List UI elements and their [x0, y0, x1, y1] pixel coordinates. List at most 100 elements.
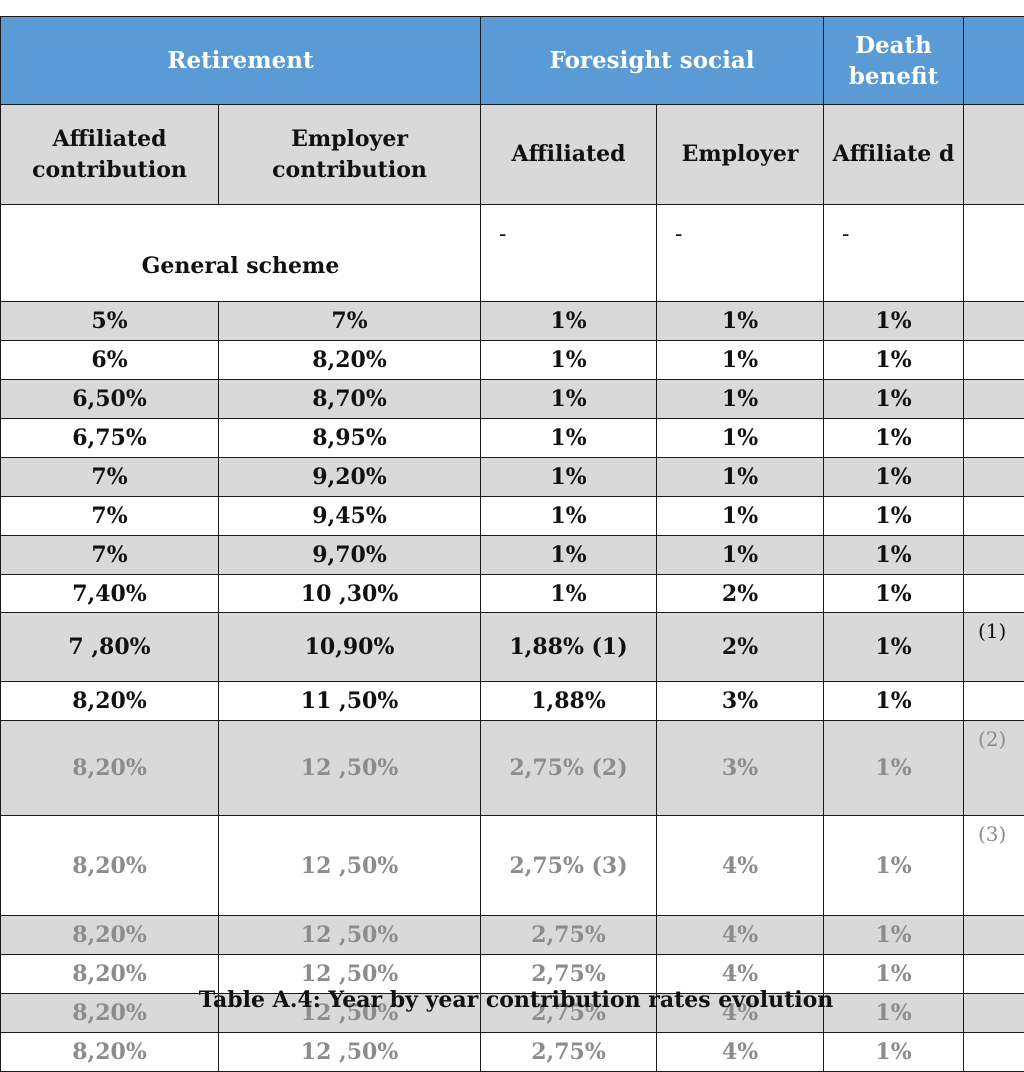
- header-group-row: Retirement Foresight social Death benefi…: [1, 17, 1024, 105]
- general-scheme-dash: -: [481, 205, 657, 302]
- table-row: 8,20%12 ,50%2,75% (3)4%1%(3): [1, 816, 1024, 916]
- table-cell: 1%: [824, 497, 964, 536]
- table-cell: 1%: [824, 682, 964, 721]
- header-retirement: Retirement: [1, 17, 481, 105]
- header-column-row: Affiliated contribution Employer contrib…: [1, 105, 1024, 205]
- general-scheme-blank: [964, 205, 1024, 302]
- table-cell: 2,75% (2): [481, 721, 657, 816]
- table-cell: 12 ,50%: [219, 816, 481, 916]
- table-row: 8,20%12 ,50%2,75%4%1%: [1, 1033, 1024, 1072]
- table-cell: 7,40%: [1, 575, 219, 613]
- table-cell: 1%: [824, 613, 964, 682]
- table-row: 8,20%12 ,50%2,75% (2)3%1%(2): [1, 721, 1024, 816]
- table-cell: 1%: [481, 575, 657, 613]
- footnote-marker: (1): [964, 613, 1024, 682]
- footnote-marker: (2): [964, 721, 1024, 816]
- table-cell: 4%: [657, 816, 824, 916]
- table-row: 7,40%10 ,30%1%2%1%: [1, 575, 1024, 613]
- table-cell: 2,75%: [481, 1033, 657, 1072]
- table-cell: 9,70%: [219, 536, 481, 575]
- table-cell: 7%: [1, 497, 219, 536]
- table-cell: 1%: [824, 341, 964, 380]
- table-cell: 4%: [657, 1033, 824, 1072]
- col-truncated: [964, 105, 1024, 205]
- table-cell: 7%: [1, 458, 219, 497]
- table-cell: 1%: [824, 302, 964, 341]
- table-cell: 1%: [481, 302, 657, 341]
- table-cell: 8,20%: [1, 916, 219, 955]
- table-row: 6,75%8,95%1%1%1%: [1, 419, 1024, 458]
- table-cell: 7%: [219, 302, 481, 341]
- table-caption: Table A.4: Year by year contribution rat…: [0, 987, 1024, 1013]
- table-cell: 1%: [824, 380, 964, 419]
- table-cell: 2,75%: [481, 916, 657, 955]
- table-cell: 1%: [657, 341, 824, 380]
- table-cell: 7 ,80%: [1, 613, 219, 682]
- table-cell: 1%: [824, 816, 964, 916]
- table-cell: 8,20%: [1, 1033, 219, 1072]
- table-cell: 2%: [657, 575, 824, 613]
- table-cell: 1%: [481, 536, 657, 575]
- table-row: 7 ,80%10,90%1,88% (1)2%1%(1): [1, 613, 1024, 682]
- table-cell: 12 ,50%: [219, 721, 481, 816]
- col-employer-contribution: Employer contribution: [219, 105, 481, 205]
- header-foresight-social: Foresight social: [481, 17, 824, 105]
- table-cell: 2%: [657, 613, 824, 682]
- table-cell: 8,20%: [1, 721, 219, 816]
- col-foresight-affiliated: Affiliated: [481, 105, 657, 205]
- footnote-marker: [964, 458, 1024, 497]
- table-cell: 11 ,50%: [219, 682, 481, 721]
- table-row: 7%9,70%1%1%1%: [1, 536, 1024, 575]
- table-row: 8,20%12 ,50%2,75%4%1%: [1, 916, 1024, 955]
- footnote-marker: [964, 682, 1024, 721]
- table-cell: 1%: [824, 721, 964, 816]
- table-cell: 1%: [657, 536, 824, 575]
- table-cell: 8,20%: [219, 341, 481, 380]
- table-cell: 1%: [824, 536, 964, 575]
- col-death-affiliated: Affiliate d: [824, 105, 964, 205]
- table-cell: 8,95%: [219, 419, 481, 458]
- table-cell: 6,50%: [1, 380, 219, 419]
- footnote-marker: [964, 575, 1024, 613]
- table-cell: 10,90%: [219, 613, 481, 682]
- table-cell: 3%: [657, 682, 824, 721]
- table-cell: 6,75%: [1, 419, 219, 458]
- table-row: 6,50%8,70%1%1%1%: [1, 380, 1024, 419]
- table-cell: 1%: [657, 380, 824, 419]
- col-foresight-employer: Employer: [657, 105, 824, 205]
- table-cell: 1%: [481, 419, 657, 458]
- footnote-marker: [964, 341, 1024, 380]
- header-death-benefit: Death benefit: [824, 17, 964, 105]
- table-row: 5%7%1%1%1%: [1, 302, 1024, 341]
- footnote-marker: [964, 536, 1024, 575]
- table-cell: 8,20%: [1, 816, 219, 916]
- footnote-marker: [964, 1033, 1024, 1072]
- table-cell: 9,45%: [219, 497, 481, 536]
- table-cell: 1%: [481, 380, 657, 419]
- table-row: 7%9,20%1%1%1%: [1, 458, 1024, 497]
- footnote-marker: [964, 380, 1024, 419]
- footnote-marker: [964, 302, 1024, 341]
- footnote-marker: (3): [964, 816, 1024, 916]
- table-cell: 1%: [657, 497, 824, 536]
- contribution-rates-table: Retirement Foresight social Death benefi…: [0, 16, 1024, 1072]
- table-cell: 12 ,50%: [219, 1033, 481, 1072]
- table-cell: 1%: [824, 419, 964, 458]
- table-cell: 1%: [657, 458, 824, 497]
- footnote-marker: [964, 497, 1024, 536]
- table-cell: 1%: [824, 1033, 964, 1072]
- table-cell: 5%: [1, 302, 219, 341]
- table-cell: 8,70%: [219, 380, 481, 419]
- table-cell: 1%: [481, 341, 657, 380]
- table-row: 7%9,45%1%1%1%: [1, 497, 1024, 536]
- general-scheme-dash: -: [824, 205, 964, 302]
- table-cell: 1,88% (1): [481, 613, 657, 682]
- footnote-marker: [964, 419, 1024, 458]
- general-scheme-label: General scheme: [1, 205, 481, 302]
- header-truncated: [964, 17, 1024, 105]
- general-scheme-row: General scheme - - -: [1, 205, 1024, 302]
- footnote-marker: [964, 916, 1024, 955]
- general-scheme-dash: -: [657, 205, 824, 302]
- col-affiliated-contribution: Affiliated contribution: [1, 105, 219, 205]
- table-row: 8,20%11 ,50%1,88%3%1%: [1, 682, 1024, 721]
